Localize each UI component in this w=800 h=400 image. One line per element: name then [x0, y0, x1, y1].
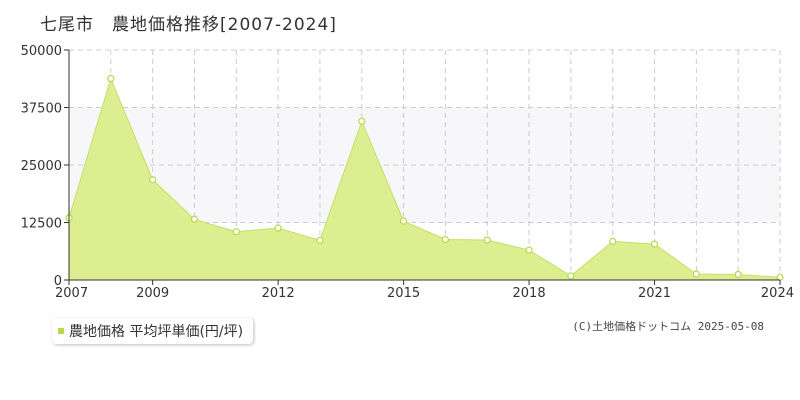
- data-point: [190, 215, 199, 223]
- data-point: [776, 273, 784, 281]
- legend-label: 農地価格 平均坪単価(円/坪): [69, 324, 244, 340]
- x-tick-labels: 2007 2009 2012 2015 2018 2021 2024: [55, 280, 794, 301]
- data-point: [316, 236, 324, 245]
- x-tick-label: 2007: [55, 286, 88, 301]
- data-point: [274, 224, 282, 232]
- data-point: [399, 217, 408, 225]
- y-tick-labels: 0 12500 25000 37500 50000: [21, 44, 69, 289]
- data-point: [107, 74, 115, 83]
- x-tick-label: 2018: [513, 286, 546, 301]
- data-point: [525, 246, 533, 254]
- x-tick-label: 2009: [136, 286, 169, 301]
- data-point: [483, 236, 491, 244]
- data-point: [609, 237, 617, 245]
- x-tick-label: 2024: [761, 286, 794, 301]
- data-point: [692, 270, 700, 278]
- y-tick-label: 50000: [21, 44, 62, 59]
- series-line: [68, 77, 781, 278]
- legend: 農地価格 平均坪単価(円/坪): [52, 318, 254, 344]
- y-tick-label: 12500: [21, 217, 62, 232]
- y-tick-label: 37500: [21, 102, 62, 117]
- data-point: [650, 240, 659, 248]
- data-point: [441, 235, 450, 244]
- page-title: 七尾市 農地価格推移[2007-2024]: [40, 15, 337, 35]
- x-tick-label: 2012: [262, 286, 295, 301]
- data-point: [358, 117, 366, 125]
- series-area: [69, 78, 780, 280]
- y-tick-label: 25000: [21, 159, 62, 174]
- data-point: [734, 270, 742, 279]
- x-tick-label: 2021: [638, 286, 671, 301]
- data-point: [149, 176, 157, 184]
- y-tick-label: 0: [54, 274, 62, 289]
- data-point: [567, 272, 575, 280]
- data-point: [232, 228, 240, 236]
- legend-marker: [58, 328, 64, 334]
- copyright-text: (C)土地価格ドットコム 2025-05-08: [572, 320, 764, 333]
- x-tick-label: 2015: [387, 286, 420, 301]
